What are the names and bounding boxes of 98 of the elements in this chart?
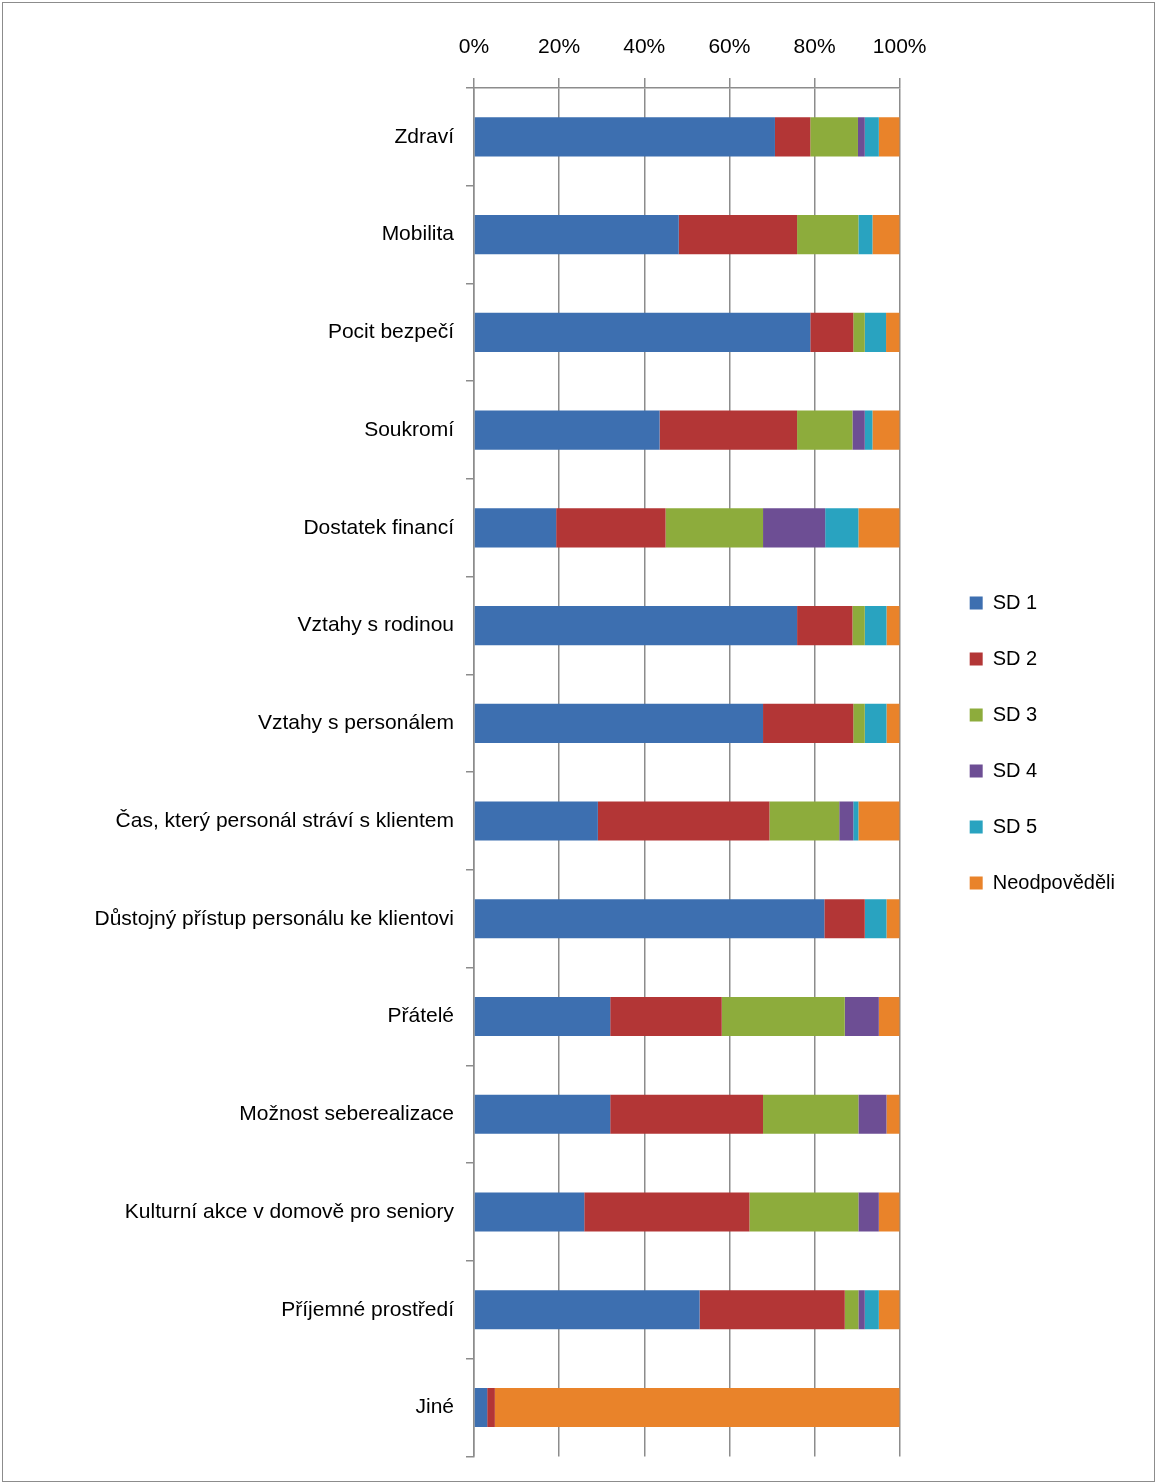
bar (825, 508, 859, 548)
bar (858, 1192, 879, 1232)
bar (494, 1387, 900, 1428)
bar (699, 1290, 845, 1330)
bar (474, 1094, 611, 1134)
x-tick-label: 80% (793, 34, 836, 58)
bar (886, 312, 900, 352)
y-tick-label: Mobilita (381, 221, 455, 245)
bar (556, 508, 666, 548)
bar (659, 410, 798, 450)
bar (852, 606, 865, 646)
bar (797, 215, 859, 255)
bar (886, 899, 900, 939)
bar (474, 1387, 488, 1428)
legend-label: SD 2 (992, 646, 1038, 669)
bar (810, 312, 854, 352)
bar (878, 997, 900, 1037)
bar (857, 117, 865, 157)
bar (872, 410, 900, 450)
bar (584, 1192, 750, 1232)
bar (763, 1094, 859, 1134)
bar (864, 312, 887, 352)
y-tick-label: Zdraví (394, 123, 455, 147)
bar (844, 1290, 859, 1330)
y-tick-label: Vztahy s rodinou (297, 612, 454, 636)
bar (810, 117, 858, 157)
y-tick-label: Přátelé (387, 1003, 454, 1027)
bar (886, 703, 900, 743)
bar (769, 801, 840, 841)
bar (797, 410, 853, 450)
y-tick-label: Čas, který personál stráví s klientem (115, 807, 454, 831)
bar (721, 997, 845, 1037)
bar (858, 215, 873, 255)
bar (474, 215, 679, 255)
bar (474, 997, 611, 1037)
legend-label: SD 5 (992, 814, 1038, 837)
bar (474, 1290, 700, 1330)
bar (864, 410, 873, 450)
bar (878, 1192, 900, 1232)
bar (864, 703, 887, 743)
bar (858, 801, 900, 841)
bar (878, 117, 900, 157)
bar (474, 312, 811, 352)
bar (852, 410, 865, 450)
bar (665, 508, 764, 548)
bar (872, 215, 900, 255)
legend-label: SD 3 (992, 702, 1038, 725)
bar (474, 117, 775, 157)
bar (774, 117, 811, 157)
bar (474, 703, 764, 743)
bar (474, 1192, 585, 1232)
y-tick-label: Kulturní akce v domově pro seniory (124, 1198, 455, 1222)
bar (474, 899, 825, 939)
bar (474, 410, 660, 450)
bar (487, 1387, 495, 1428)
y-tick-label: Soukromí (364, 416, 455, 440)
bar (864, 1290, 879, 1330)
y-tick-label: Příjemné prostředí (281, 1296, 455, 1320)
bar (853, 312, 865, 352)
y-tick-label: Jiné (415, 1394, 454, 1418)
bar (763, 703, 854, 743)
bar (749, 1192, 859, 1232)
y-tick-label: Dostatek financí (303, 514, 455, 538)
bar (610, 997, 722, 1037)
bar (853, 801, 859, 841)
x-tick-label: 60% (708, 34, 751, 58)
x-tick-label: 100% (872, 34, 927, 58)
bar (474, 606, 798, 646)
bar (853, 703, 865, 743)
bar (678, 215, 798, 255)
bar (858, 1290, 865, 1330)
bar (864, 606, 887, 646)
y-tick-label: Možnost seberealizace (239, 1101, 454, 1125)
x-tick-label: 20% (538, 34, 581, 58)
legend-label: SD 1 (992, 590, 1038, 613)
x-tick-label: 0% (458, 34, 490, 58)
bar (886, 606, 900, 646)
x-tick-label: 40% (623, 34, 666, 58)
bar (839, 801, 854, 841)
bar (763, 508, 826, 548)
bar (858, 508, 900, 548)
bar (886, 1094, 900, 1134)
y-tick-label: Pocit bezpečí (327, 319, 455, 343)
bar (797, 606, 853, 646)
legend-label: Neodpověděli (992, 870, 1116, 893)
bar (597, 801, 770, 841)
bar (858, 1094, 887, 1134)
bar (610, 1094, 764, 1134)
bar (864, 899, 887, 939)
bar (824, 899, 865, 939)
y-tick-label: Vztahy s personálem (257, 710, 454, 734)
legend-label: SD 4 (992, 758, 1038, 781)
bar (844, 997, 879, 1037)
y-tick-label: Důstojný přístup personálu ke klientovi (94, 905, 454, 929)
bar (864, 117, 879, 157)
bar (474, 801, 598, 841)
bar (878, 1290, 900, 1330)
bar (474, 508, 557, 548)
